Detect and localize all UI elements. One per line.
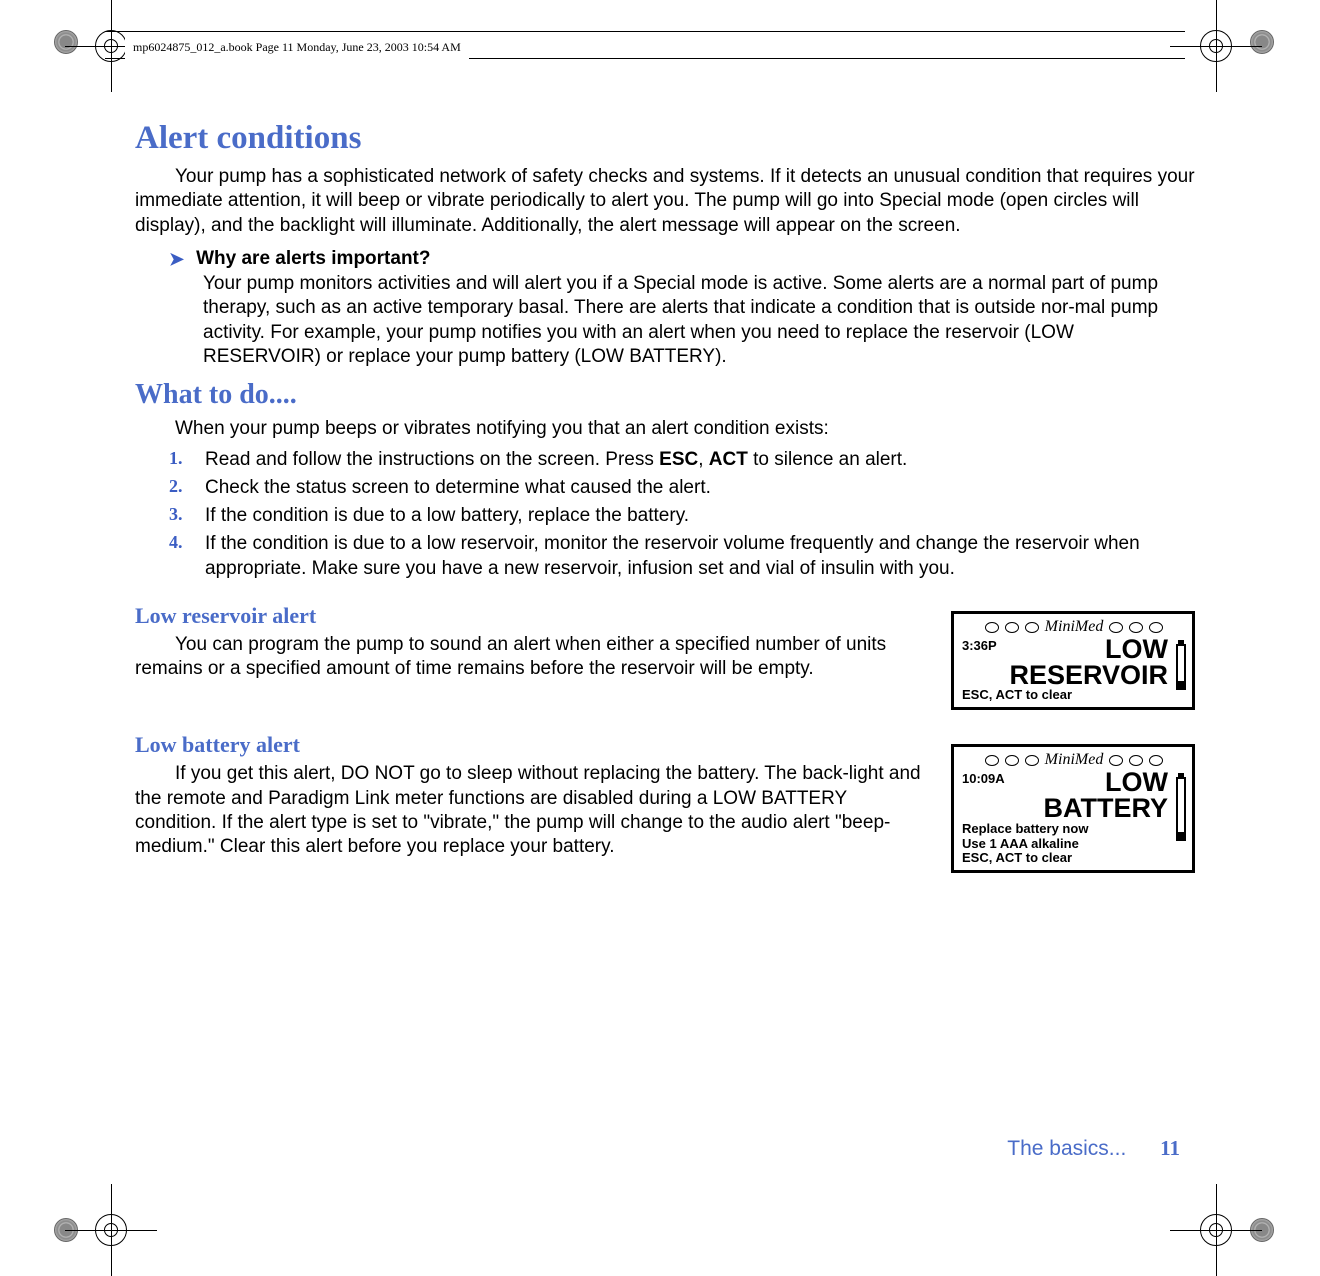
bullet-heading: ➤ Why are alerts important? [169, 248, 1195, 270]
pump-alert-line2: BATTERY [962, 796, 1186, 822]
list-item: 4. If the condition is due to a low rese… [169, 532, 1195, 581]
mode-circle-icon [1129, 622, 1143, 633]
heading-what-to-do: What to do.... [135, 379, 1195, 411]
heading-low-battery: Low battery alert [135, 732, 927, 758]
pump-brand: MiniMed [1045, 751, 1104, 769]
mode-circle-icon [1109, 755, 1123, 766]
page-footer: The basics... 11 [1007, 1136, 1180, 1161]
list-item: 1. Read and follow the instructions on t… [169, 448, 1195, 472]
low-battery-body: If you get this alert, DO NOT go to slee… [135, 762, 927, 859]
what-to-do-intro: When your pump beeps or vibrates notifyi… [135, 417, 1195, 441]
list-text: If the condition is due to a low battery… [205, 504, 689, 528]
mode-circle-icon [1005, 622, 1019, 633]
page-content: Alert conditions Your pump has a sophist… [135, 120, 1195, 873]
register-target [1200, 1214, 1232, 1246]
pump-screen-low-reservoir: MiniMed 3:36P LOW RESERVOIR ESC, ACT to … [951, 611, 1195, 710]
list-item: 2. Check the status screen to determine … [169, 476, 1195, 500]
mode-circle-icon [1149, 755, 1163, 766]
list-number: 3. [169, 504, 191, 528]
bullet-body-text: Your pump monitors activities and will a… [203, 272, 1195, 369]
heading-alert-conditions: Alert conditions [135, 120, 1195, 157]
bullet-title-text: Why are alerts important? [196, 248, 430, 270]
list-number: 4. [169, 532, 191, 581]
footer-section-name: The basics... [1007, 1137, 1126, 1160]
pump-alert-line2: RESERVOIR [962, 663, 1186, 689]
crop-corner-circle [1250, 30, 1274, 54]
crop-corner-circle [54, 30, 78, 54]
list-number: 1. [169, 448, 191, 472]
low-reservoir-body: You can program the pump to sound an ale… [135, 633, 927, 682]
mode-circle-icon [1149, 622, 1163, 633]
mode-circle-icon [1005, 755, 1019, 766]
battery-icon [1176, 640, 1186, 690]
ordered-steps: 1. Read and follow the instructions on t… [169, 448, 1195, 582]
mode-circle-icon [985, 622, 999, 633]
pump-screen-low-battery: MiniMed 10:09A LOW BATTERY Replace batte… [951, 744, 1195, 873]
list-text: Check the status screen to determine wha… [205, 476, 711, 500]
pump-brand: MiniMed [1045, 618, 1104, 636]
book-header-text: mp6024875_012_a.book Page 11 Monday, Jun… [125, 36, 469, 59]
battery-icon [1176, 773, 1186, 841]
register-target [95, 1214, 127, 1246]
heading-low-reservoir: Low reservoir alert [135, 603, 927, 629]
arrow-icon: ➤ [169, 248, 184, 270]
list-number: 2. [169, 476, 191, 500]
pump-instruction-b: Use 1 AAA alkaline [962, 837, 1186, 852]
list-text: Read and follow the instructions on the … [205, 448, 907, 472]
mode-circle-icon [1129, 755, 1143, 766]
list-text: If the condition is due to a low reservo… [205, 532, 1195, 581]
pump-instruction-a: Replace battery now [962, 822, 1186, 837]
mode-circle-icon [1109, 622, 1123, 633]
footer-page-number: 11 [1160, 1136, 1180, 1160]
pump-instruction: ESC, ACT to clear [962, 688, 1186, 703]
pump-instruction-c: ESC, ACT to clear [962, 851, 1186, 866]
mode-circle-icon [1025, 755, 1039, 766]
register-target [1200, 30, 1232, 62]
list-item: 3. If the condition is due to a low batt… [169, 504, 1195, 528]
mode-circle-icon [1025, 622, 1039, 633]
intro-paragraph: Your pump has a sophisticated network of… [135, 165, 1195, 238]
mode-circle-icon [985, 755, 999, 766]
